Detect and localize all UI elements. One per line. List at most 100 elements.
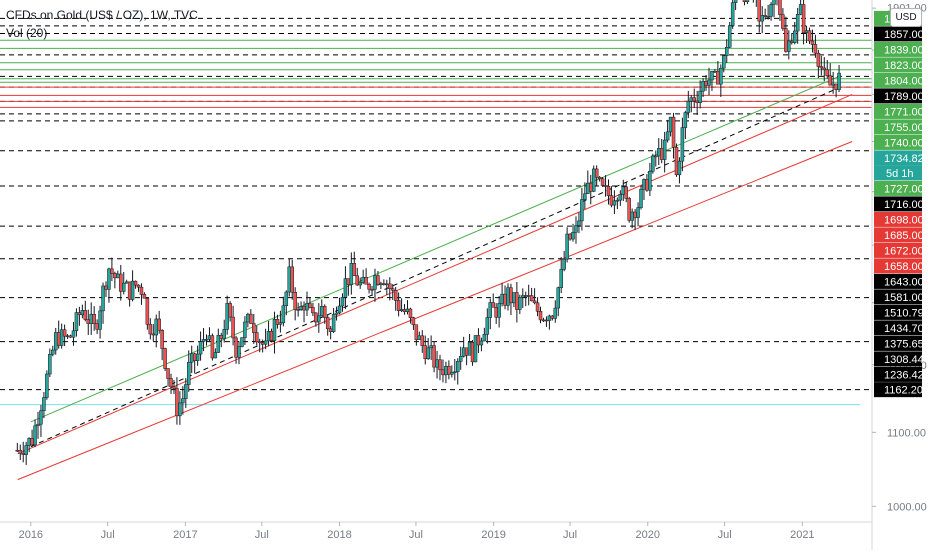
candle (151, 324, 156, 342)
candle (435, 350, 439, 379)
price-label-bg (874, 211, 922, 227)
candle (488, 298, 493, 330)
candle-body (444, 365, 448, 376)
candle-body (402, 309, 407, 313)
candle (340, 293, 345, 312)
candle (453, 358, 457, 381)
candle (98, 305, 102, 339)
candle-body (494, 307, 498, 318)
candle (390, 284, 395, 300)
countdown-bg (874, 165, 922, 181)
candle-body (586, 182, 590, 194)
candle-body (769, 4, 773, 17)
candle-body (417, 335, 422, 340)
candle-body (396, 300, 401, 311)
candle (30, 429, 34, 447)
candle-body (414, 324, 419, 340)
candle-body (24, 445, 28, 455)
candle-body (390, 288, 395, 291)
candle (266, 321, 271, 347)
candle-body (225, 303, 229, 330)
candle-body (692, 97, 696, 102)
candle (376, 271, 380, 286)
price-label-text: 1734.82 (884, 153, 924, 165)
price-label-tag: 1162.20 (874, 382, 923, 398)
candle-body (408, 308, 413, 318)
candle-body (450, 371, 454, 375)
candle-body (201, 339, 206, 342)
candle-body (724, 47, 729, 56)
candle (497, 295, 501, 328)
candle (482, 327, 487, 342)
candle (606, 179, 611, 205)
candle (583, 182, 587, 210)
candle (837, 64, 841, 93)
candle (317, 303, 321, 333)
candle (515, 281, 519, 323)
candle (636, 202, 640, 227)
candle-body (790, 40, 794, 44)
candle (68, 334, 73, 338)
candle-body (719, 67, 723, 85)
price-label-text: 1716.00 (884, 199, 924, 211)
candle (216, 328, 221, 353)
candle (642, 178, 646, 201)
price-label-text: 1581.00 (884, 292, 924, 304)
candle (201, 328, 206, 352)
price-label-tag: 1698.00 (874, 211, 924, 227)
candle-body (195, 353, 200, 361)
candle (674, 143, 679, 177)
candle-body (411, 317, 416, 326)
candle-body (603, 185, 608, 187)
candle-body (532, 300, 537, 304)
candle (795, 7, 800, 44)
candle (624, 182, 628, 203)
candle (417, 331, 422, 341)
candle (263, 328, 268, 350)
candle-body (352, 263, 357, 277)
price-label-bg (874, 41, 922, 57)
currency-badge[interactable]: USD (890, 8, 922, 27)
candle (322, 304, 327, 324)
candle (272, 311, 277, 354)
candle-body (349, 263, 354, 285)
price-label-tag: 1839.00 (874, 41, 924, 57)
candle-body (491, 302, 495, 308)
candle (198, 331, 203, 361)
candle-body (293, 291, 297, 310)
candle-body (139, 286, 144, 295)
candle (92, 306, 96, 331)
time-tick-label: 2017 (173, 529, 197, 541)
candle-body (521, 295, 525, 298)
candle-body (831, 83, 835, 86)
candle (651, 153, 655, 174)
chart-title: CFDs on Gold (US$ / OZ), 1W, TVC (6, 8, 198, 22)
candle (781, 8, 785, 31)
time-axis: 2016 Jul 2017 Jul 2018 Jul 2019 Jul 2020 Jul 2021 (0, 521, 872, 541)
candle-body (266, 331, 271, 342)
candle-body (219, 334, 224, 339)
candle-body (136, 284, 141, 288)
candle-body (757, 0, 762, 22)
candle-body (476, 335, 481, 346)
candle-body (600, 178, 605, 186)
time-tick-label: Jul (101, 529, 115, 541)
candle-body (305, 303, 309, 311)
candle-body (591, 168, 596, 192)
candle-body (453, 371, 457, 374)
candle (727, 21, 732, 48)
candle-body (157, 318, 161, 331)
candle (580, 187, 584, 231)
candle-body (730, 2, 735, 26)
candle-body (772, 0, 776, 5)
candle-body (651, 155, 655, 172)
candle (550, 315, 555, 321)
candle-body (547, 315, 552, 321)
candle (127, 281, 132, 307)
candle-body (674, 146, 679, 176)
candle-body (154, 318, 158, 336)
candle-body (470, 342, 475, 363)
levels-layer (0, 17, 872, 406)
